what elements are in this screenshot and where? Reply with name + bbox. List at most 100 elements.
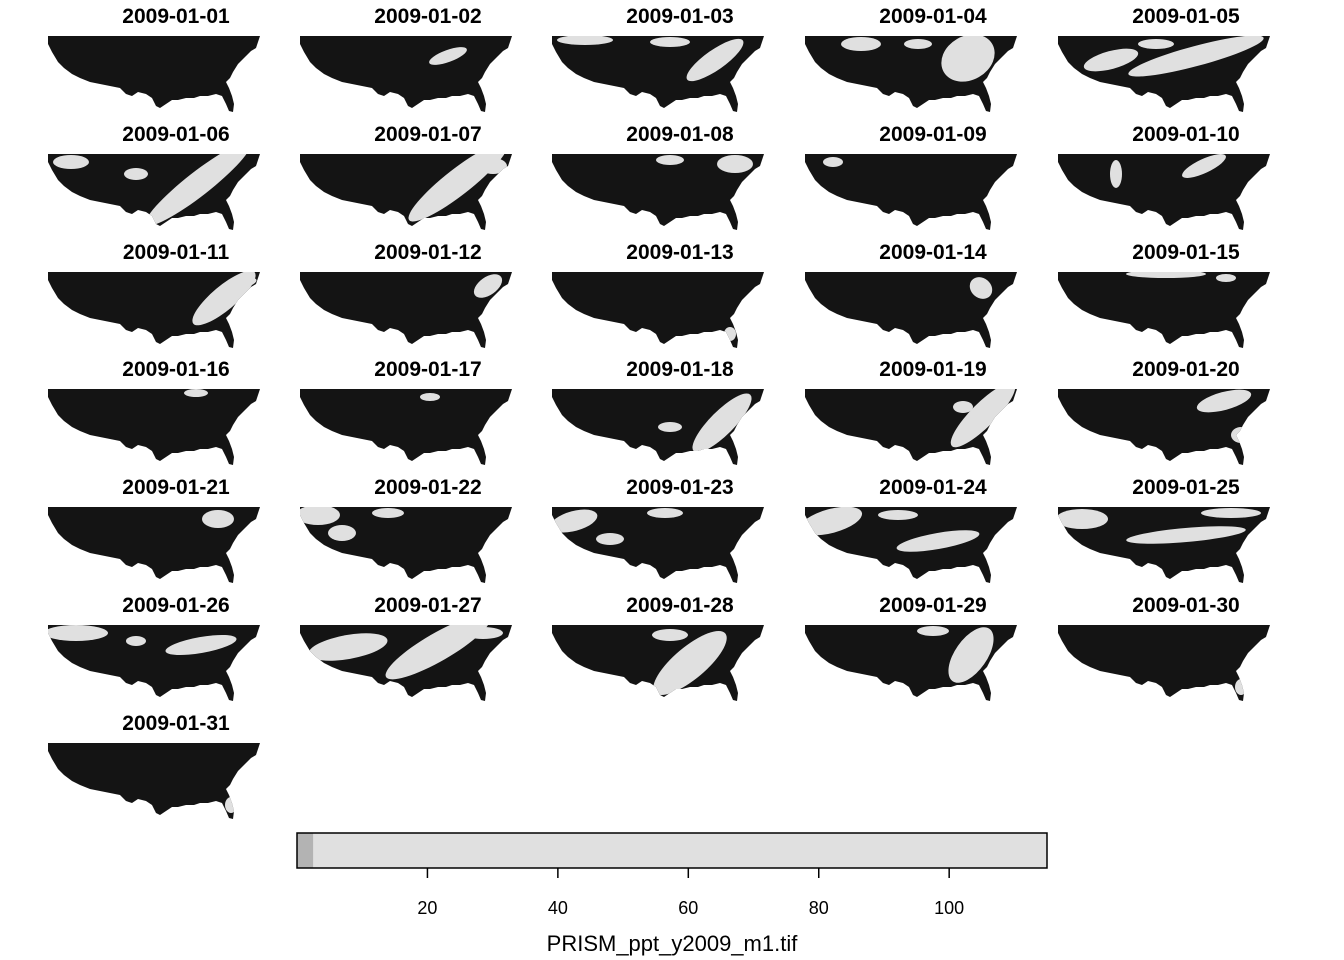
panel-title: 2009-01-04 [879,5,987,28]
precipitation-area [647,508,683,518]
panel-title: 2009-01-24 [879,476,987,499]
precipitation-area [1182,154,1226,178]
small-multiples-grid: 2009-01-01 2009-01-02 2009-01-03 2009-01-04… [46,4,1316,819]
map-panel: 2009-01-23 [550,475,810,593]
panel-title: 2009-01-17 [374,358,482,381]
map-panel: 2009-01-22 [298,475,558,593]
panel-title: 2009-01-03 [626,5,734,28]
map-panel: 2009-01-07 [298,122,558,240]
precipitation-raster [48,272,260,348]
precipitation-raster [48,507,260,583]
precipitation-area [692,393,752,453]
precipitation-raster [1058,625,1270,701]
precipitation-raster [805,625,1017,701]
precipitation-raster [1058,389,1270,465]
precipitation-area [385,625,491,680]
panel-title: 2009-01-05 [1132,5,1240,28]
map-panel: 2009-01-30 [1056,593,1316,711]
dry-land [552,507,764,583]
map-panel: 2009-01-27 [298,593,558,711]
map-panel: 2009-01-13 [550,240,810,358]
precipitation-raster [48,743,260,819]
panel-title: 2009-01-14 [879,241,987,264]
precipitation-raster [552,272,764,348]
precipitation-area [1110,160,1122,188]
precipitation-area [650,37,690,47]
precipitation-raster [48,36,260,112]
precipitation-raster [552,625,764,701]
map-panel: 2009-01-11 [46,240,306,358]
legend-tick-label: 20 [417,898,437,918]
precipitation-area [184,389,208,397]
precipitation-area [717,155,753,173]
precipitation-area [308,633,388,661]
map-panel: 2009-01-14 [803,240,1063,358]
precipitation-raster [300,625,512,701]
legend-color-bin [297,833,314,868]
map-panel: 2009-01-16 [46,357,306,475]
precipitation-area [1128,36,1264,77]
panel-title: 2009-01-11 [122,241,230,264]
panel-title: 2009-01-15 [1132,241,1240,264]
precipitation-area [1126,272,1206,278]
precipitation-area [429,47,467,65]
precipitation-area [202,510,234,528]
dry-land [48,389,260,465]
panel-title: 2009-01-08 [626,123,734,146]
dry-land [48,272,260,348]
map-panel: 2009-01-28 [550,593,810,711]
precipitation-area [652,629,688,641]
legend-tick-label: 40 [548,898,568,918]
precipitation-area [479,158,507,174]
panel-title: 2009-01-26 [122,594,230,617]
map-panel: 2009-01-21 [46,475,306,593]
precipitation-area [124,168,148,180]
precipitation-area [878,510,918,520]
dry-land [552,154,764,230]
panel-title: 2009-01-09 [879,123,987,146]
panel-title: 2009-01-02 [374,5,482,28]
precipitation-raster [805,154,1017,230]
precipitation-area [686,38,744,82]
precipitation-area [145,154,251,226]
legend-color-bin [313,833,1048,868]
dry-land [48,36,260,112]
precipitation-area [420,393,440,401]
precipitation-area [823,157,843,167]
precipitation-area [948,627,994,683]
map-panel: 2009-01-05 [1056,4,1316,122]
precipitation-area [1138,39,1174,49]
precipitation-raster [300,36,512,112]
precipitation-raster [552,36,764,112]
map-panel: 2009-01-19 [803,357,1063,475]
precipitation-raster [805,389,1017,465]
map-panel: 2009-01-26 [46,593,306,711]
precipitation-raster [300,507,512,583]
legend-bar-frame [296,832,1048,869]
precipitation-area [372,508,404,518]
panel-title: 2009-01-18 [626,358,734,381]
panel-title: 2009-01-25 [1132,476,1240,499]
dry-land [300,507,512,583]
precipitation-raster [1058,36,1270,112]
precipitation-raster [300,272,512,348]
precipitation-area [473,274,503,298]
precipitation-area [1235,679,1247,695]
map-panel: 2009-01-20 [1056,357,1316,475]
dry-land [805,154,1017,230]
precipitation-area [805,507,863,536]
precipitation-area [653,630,727,696]
map-panel: 2009-01-12 [298,240,558,358]
map-panel: 2009-01-02 [298,4,558,122]
dry-land [48,507,260,583]
dry-land [1058,507,1270,583]
panel-title: 2009-01-12 [374,241,482,264]
map-panel: 2009-01-08 [550,122,810,240]
precipitation-area [904,39,932,49]
map-panel: 2009-01-25 [1056,475,1316,593]
panel-title: 2009-01-06 [122,123,230,146]
panel-title: 2009-01-22 [374,476,482,499]
precipitation-area [328,525,356,541]
precipitation-area [165,634,237,656]
legend-title: PRISM_ppt_y2009_m1.tif [546,931,798,956]
